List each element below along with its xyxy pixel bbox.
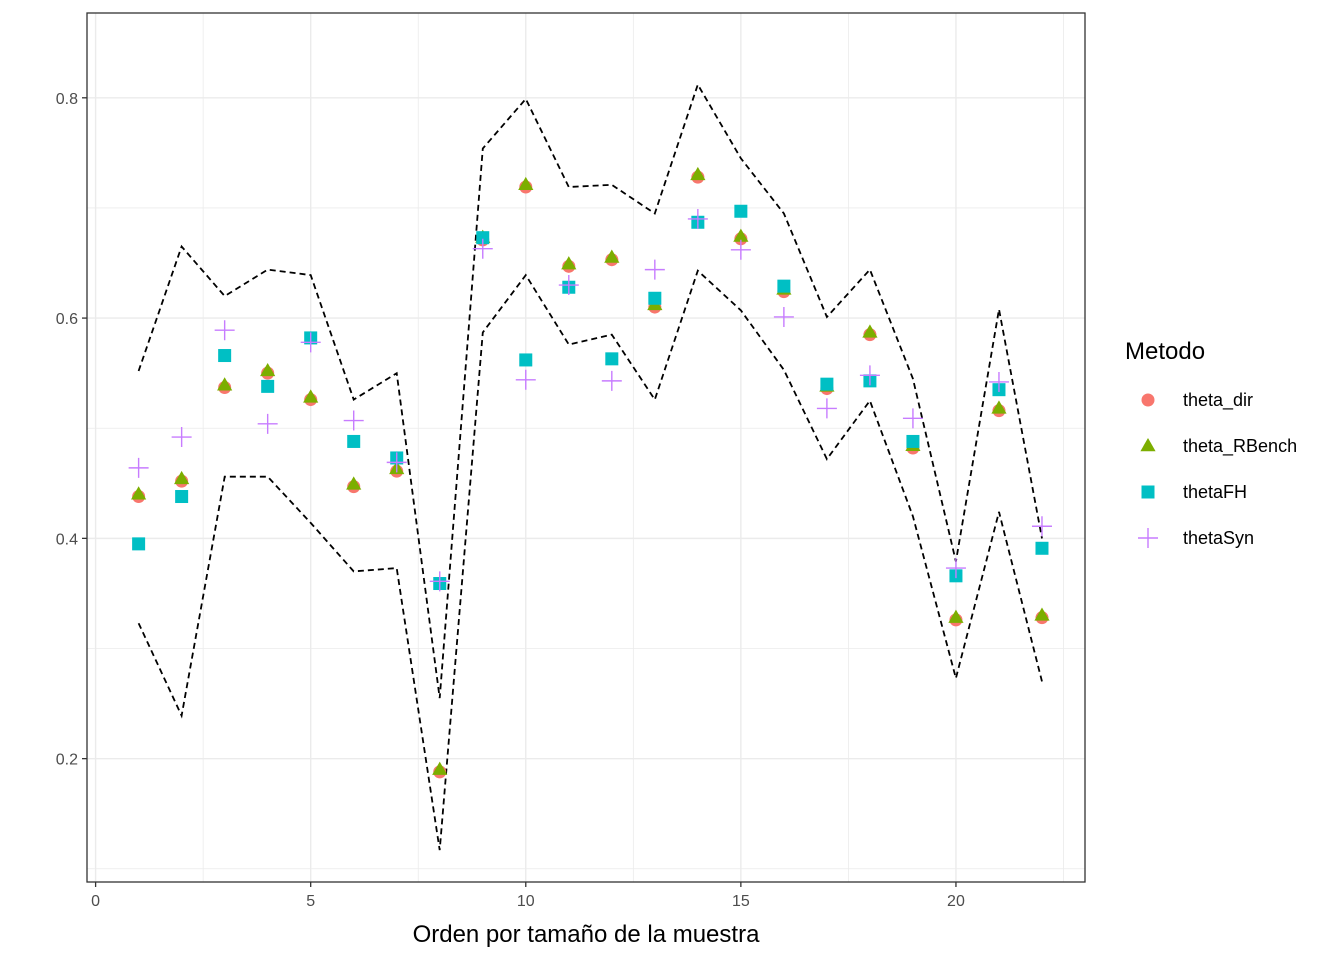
data-point-thetaSyn — [558, 275, 579, 296]
data-point-theta_RBench — [862, 324, 878, 338]
data-point-theta_RBench — [561, 256, 577, 270]
data-point-thetaSyn — [687, 208, 708, 229]
x-tick-label: 15 — [732, 893, 750, 910]
data-point-thetaSyn — [214, 320, 235, 341]
data-point-thetaSyn — [773, 306, 794, 327]
data-point-thetaSyn — [128, 457, 149, 478]
legend-key-theta_RBench — [1140, 438, 1156, 452]
data-point-thetaFH — [777, 279, 791, 293]
x-axis-title: Orden por tamaño de la muestra — [413, 921, 761, 948]
data-point-thetaFH — [1035, 541, 1049, 555]
legend-label-theta_dir: theta_dir — [1183, 390, 1253, 411]
data-point-thetaSyn — [300, 332, 321, 353]
data-point-theta_RBench — [346, 476, 362, 490]
data-point-thetaSyn — [945, 558, 966, 579]
y-tick-label: 0.4 — [56, 531, 78, 548]
data-point-theta_RBench — [217, 377, 233, 391]
data-point-thetaFH — [906, 434, 920, 448]
data-point-theta_RBench — [518, 176, 534, 191]
data-point-thetaSyn — [859, 365, 880, 386]
series-thetaSyn — [128, 208, 1052, 592]
x-tick-label: 20 — [947, 893, 965, 910]
legend-label-thetaSyn: thetaSyn — [1183, 528, 1254, 548]
legend-label-thetaFH: thetaFH — [1183, 482, 1247, 502]
data-point-thetaFH — [605, 352, 619, 366]
data-point-thetaFH — [261, 379, 275, 393]
data-point-thetaFH — [519, 353, 533, 367]
data-point-thetaFH — [648, 291, 662, 305]
legend-key-theta_dir — [1141, 393, 1155, 407]
data-point-theta_RBench — [432, 761, 448, 775]
data-point-thetaSyn — [902, 408, 923, 429]
x-tick-label: 5 — [306, 893, 315, 910]
data-point-thetaSyn — [515, 369, 536, 390]
data-point-thetaSyn — [429, 571, 450, 592]
plot-panel-border — [86, 12, 1086, 883]
data-point-thetaSyn — [386, 452, 407, 473]
data-point-theta_RBench — [1034, 607, 1050, 621]
data-point-thetaSyn — [472, 238, 493, 259]
data-point-thetaFH — [132, 537, 146, 551]
data-point-theta_RBench — [948, 609, 964, 623]
data-point-thetaSyn — [988, 371, 1009, 392]
data-point-thetaFH — [218, 349, 232, 363]
x-tick-label: 0 — [91, 893, 100, 910]
data-point-thetaSyn — [171, 427, 192, 448]
legend-label-theta_RBench: theta_RBench — [1183, 436, 1297, 457]
data-point-thetaSyn — [257, 413, 278, 434]
y-tick-label: 0.2 — [56, 752, 78, 769]
data-point-theta_RBench — [260, 362, 276, 377]
y-tick-label: 0.8 — [56, 91, 78, 108]
legend-key-thetaSyn — [1138, 528, 1158, 548]
y-tick-label: 0.6 — [56, 311, 78, 328]
data-point-theta_RBench — [303, 389, 319, 403]
data-point-theta_RBench — [690, 166, 706, 181]
legend-key-thetaFH — [1141, 485, 1155, 499]
legend-title: Metodo — [1125, 338, 1205, 365]
data-point-thetaFH — [175, 490, 189, 504]
data-point-thetaSyn — [601, 370, 622, 391]
data-point-theta_RBench — [604, 249, 620, 263]
band-line-lower — [137, 269, 1043, 851]
data-point-theta_RBench — [991, 400, 1007, 414]
data-point-thetaFH — [347, 434, 361, 448]
data-point-theta_RBench — [733, 228, 749, 242]
data-point-thetaSyn — [1031, 516, 1052, 537]
data-point-thetaFH — [820, 377, 834, 391]
data-point-thetaSyn — [343, 410, 364, 431]
data-point-theta_RBench — [131, 486, 147, 500]
series-thetaFH — [132, 204, 1049, 591]
data-point-thetaSyn — [816, 398, 837, 419]
axes: 0 5 10 15 20 0.2 0.4 0.6 0.8 — [56, 91, 965, 910]
data-point-thetaFH — [476, 231, 490, 245]
confidence-bands — [137, 82, 1043, 851]
data-point-thetaSyn — [644, 259, 665, 280]
data-points — [128, 166, 1052, 779]
x-tick-label: 10 — [517, 893, 535, 910]
data-point-thetaFH — [734, 204, 748, 218]
data-point-thetaSyn — [730, 239, 751, 260]
legend: Metodo theta_dir theta_RBench thetaFH theta… — [1125, 338, 1297, 548]
data-point-theta_RBench — [174, 470, 190, 485]
grid — [87, 13, 1085, 882]
